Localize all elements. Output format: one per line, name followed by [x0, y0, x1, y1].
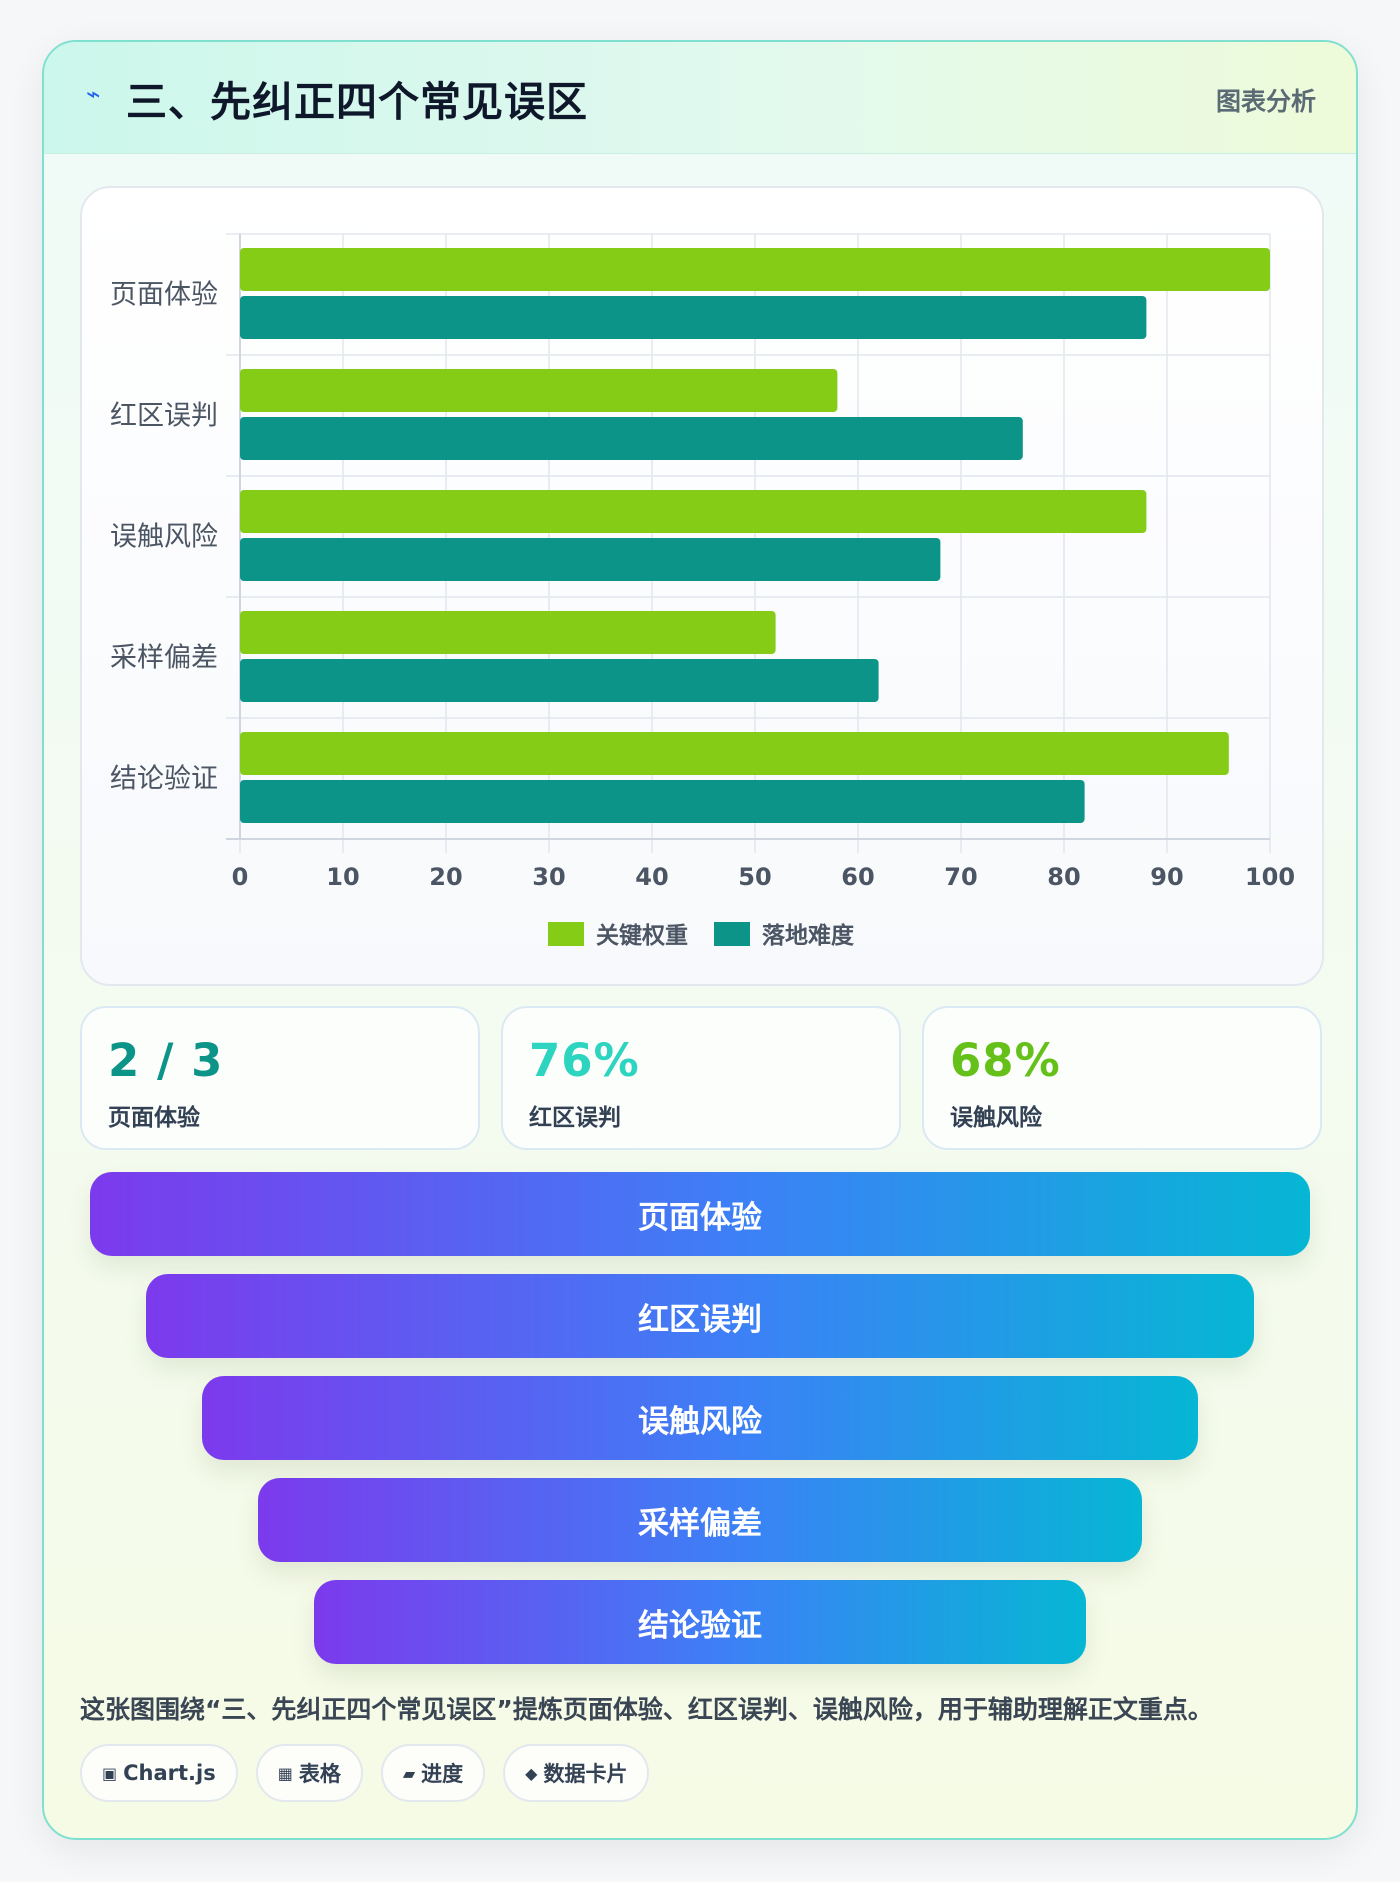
card-icon: ◆: [525, 1763, 538, 1783]
bar-chart: 0 10 20 30 40 50 60 70 80 90 100 页面体验红区误判误触风险采样偏差结论…: [110, 233, 1295, 949]
x-tick-label: 60: [841, 863, 874, 891]
legend-swatch: [714, 922, 750, 946]
card-header: ⌁ 三、先纠正四个常见误区 图表分析: [44, 42, 1356, 154]
tag-list: ▣ Chart.js ▦ 表格 ▰ 进度 ◆ 数据卡片: [80, 1744, 650, 1802]
chart-analysis-tag: 图表分析: [1215, 87, 1316, 116]
x-tick-label: 40: [635, 863, 668, 891]
table-icon: ▦: [277, 1763, 293, 1783]
y-tick-label: 页面体验: [110, 280, 218, 311]
chart-caption: 这张图围绕“三、先纠正四个常见误区”提炼页面体验、红区误判、误触风险，用于辅助理…: [80, 1695, 1213, 1724]
y-tick-label: 结论验证: [110, 764, 218, 795]
tag-label: 表格: [298, 1762, 341, 1786]
bar: [240, 417, 1023, 460]
bar: [240, 659, 879, 702]
stat-card: 76% 红区误判: [501, 1006, 901, 1150]
funnel-step: 采样偏差: [258, 1478, 1142, 1562]
page-title: 三、先纠正四个常见误区: [126, 78, 588, 126]
stat-card: 2 / 3 页面体验: [80, 1006, 480, 1150]
bar: [240, 538, 941, 581]
y-tick-label: 采样偏差: [110, 643, 218, 674]
y-tick-label: 误触风险: [110, 522, 218, 553]
tag-data-card[interactable]: ◆ 数据卡片: [503, 1744, 650, 1802]
y-tick-label: 红区误判: [110, 401, 218, 432]
chart-card: ⌁ 三、先纠正四个常见误区 图表分析 0 10 20 30 40 50 60 70 80 90 10…: [42, 40, 1358, 1840]
x-tick-label: 50: [738, 863, 771, 891]
tag-label: 数据卡片: [543, 1762, 628, 1786]
bar: [240, 248, 1270, 291]
progress-icon: ▰: [402, 1763, 416, 1783]
tag-chartjs[interactable]: ▣ Chart.js: [80, 1744, 238, 1802]
stat-value: 68%: [950, 1034, 1061, 1087]
x-tick-label: 90: [1150, 863, 1183, 891]
tag-table[interactable]: ▦ 表格: [255, 1744, 363, 1802]
chart-legend: 关键权重 落地难度: [548, 922, 855, 949]
stat-label: 误触风险: [950, 1105, 1042, 1131]
legend-swatch: [548, 922, 584, 946]
bar: [240, 780, 1085, 823]
tag-label: Chart.js: [123, 1761, 216, 1785]
x-tick-label: 100: [1245, 863, 1295, 891]
x-tick-label: 20: [429, 863, 462, 891]
x-tick-label: 0: [232, 863, 249, 891]
bar-chart-panel: 0 10 20 30 40 50 60 70 80 90 100 页面体验红区误判误触风险采样偏差结论…: [80, 186, 1324, 986]
x-tick-label: 30: [532, 863, 565, 891]
chart-icon: ▣: [102, 1763, 118, 1783]
funnel-step: 页面体验: [90, 1172, 1310, 1256]
stat-label: 页面体验: [108, 1105, 200, 1131]
x-tick-label: 10: [326, 863, 359, 891]
stat-value: 2 / 3: [108, 1034, 224, 1087]
funnel-step: 红区误判: [146, 1274, 1254, 1358]
tag-progress[interactable]: ▰ 进度: [380, 1744, 486, 1802]
bar: [240, 369, 838, 412]
legend-label: 落地难度: [762, 922, 855, 949]
bar: [240, 611, 776, 654]
stat-card: 68% 误触风险: [922, 1006, 1322, 1150]
funnel-step: 误触风险: [202, 1376, 1198, 1460]
legend-label: 关键权重: [596, 922, 688, 949]
bar: [240, 490, 1147, 533]
stat-value: 76%: [529, 1034, 640, 1087]
tag-label: 进度: [421, 1762, 464, 1786]
bar: [240, 732, 1229, 775]
x-tick-label: 70: [944, 863, 977, 891]
lightning-icon: ⌁: [86, 80, 101, 108]
x-tick-label: 80: [1047, 863, 1080, 891]
bar: [240, 296, 1147, 339]
funnel-step: 结论验证: [314, 1580, 1086, 1664]
stat-label: 红区误判: [529, 1105, 621, 1131]
